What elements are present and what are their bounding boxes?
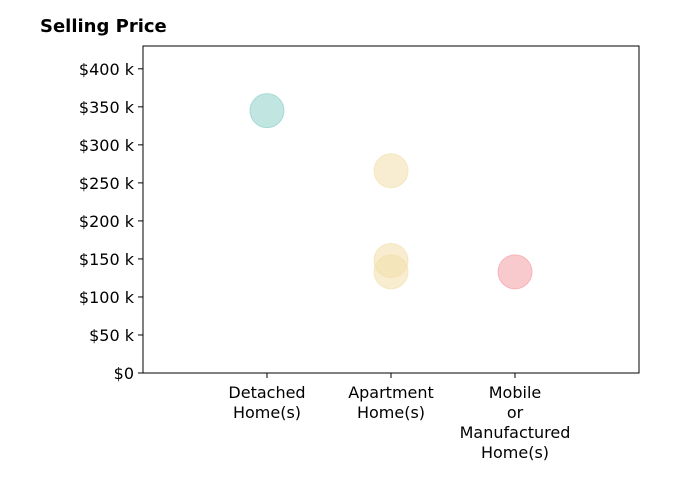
x-axis: DetachedHome(s)ApartmentHome(s)MobileorM… [228, 373, 570, 462]
data-point [249, 93, 285, 129]
y-axis: $0 $50 k $100 k $150 k $200 k $250 k $300 k $35… [79, 60, 143, 383]
y-tick-label: $50 k [89, 326, 135, 345]
points-layer [249, 93, 533, 290]
data-point [373, 153, 409, 189]
plot-area-frame [142, 45, 640, 374]
x-tick-label: or [507, 403, 524, 422]
data-point [373, 254, 409, 290]
x-tick-label: Home(s) [481, 443, 549, 462]
y-tick-label: $400 k [79, 60, 135, 79]
x-tick-label: Apartment [348, 383, 434, 402]
x-tick-label: Home(s) [357, 403, 425, 422]
y-tick-label: $150 k [79, 250, 135, 269]
y-tick-label: $100 k [79, 288, 135, 307]
chart-title: Selling Price [40, 16, 167, 37]
x-tick-label: Mobile [489, 383, 541, 402]
x-tick-label: Manufactured [460, 423, 571, 442]
y-tick-label: $0 [114, 364, 134, 383]
y-tick-label: $300 k [79, 136, 135, 155]
y-tick-label: $250 k [79, 174, 135, 193]
x-tick-label: Home(s) [233, 403, 301, 422]
data-point [497, 254, 533, 290]
y-tick-label: $350 k [79, 98, 135, 117]
x-tick-label: Detached [228, 383, 305, 402]
y-tick-label: $200 k [79, 212, 135, 231]
